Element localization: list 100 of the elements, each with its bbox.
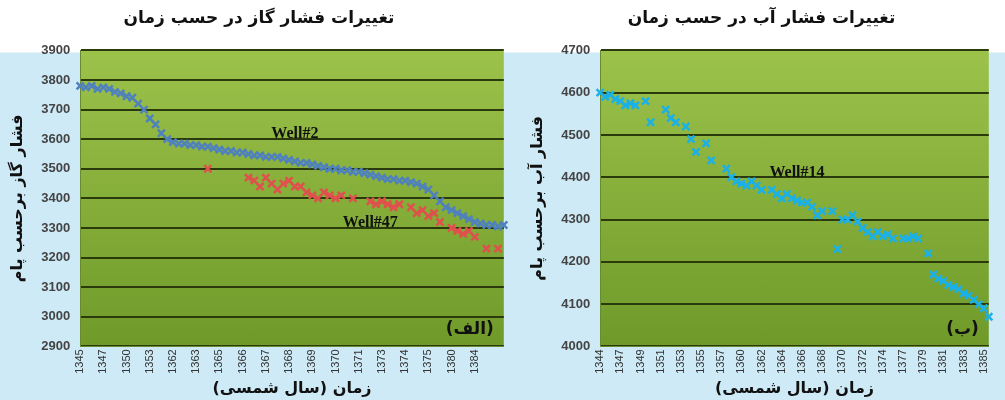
point xyxy=(261,172,271,183)
point xyxy=(481,243,492,254)
point xyxy=(493,243,503,254)
point xyxy=(435,217,445,227)
point xyxy=(382,199,393,210)
point xyxy=(278,178,289,189)
x-tick-label: 1375 xyxy=(421,349,434,374)
x-tick-label: 1367 xyxy=(258,349,271,374)
x-tick-label: 1372 xyxy=(855,349,868,374)
y-tick-label: 3900 xyxy=(41,41,71,57)
y-tick-label: 3100 xyxy=(41,278,71,294)
point xyxy=(446,223,457,233)
x-tick-label: 1371 xyxy=(351,349,364,374)
point xyxy=(249,175,260,186)
y-tick-label: 3200 xyxy=(41,249,71,265)
point xyxy=(336,190,347,201)
x-tick-label: 1381 xyxy=(936,349,949,374)
x-tick-label: 1353 xyxy=(142,349,155,374)
x-tick-label: 1374 xyxy=(398,349,411,374)
x-tick-label: 1373 xyxy=(374,349,387,374)
x-tick-label: 1370 xyxy=(328,349,341,374)
point xyxy=(365,196,376,207)
x-tick-label: 1368 xyxy=(282,349,295,374)
point xyxy=(388,202,399,213)
point xyxy=(243,172,254,183)
y-tick-label: 3300 xyxy=(41,219,71,235)
x-tick-label: 1362 xyxy=(166,349,179,374)
x-axis-title: زمان (سال شمسی) xyxy=(212,377,372,397)
point xyxy=(377,196,387,207)
point xyxy=(313,193,323,204)
y-tick-label: 3400 xyxy=(41,189,71,205)
x-tick-label: 1347 xyxy=(96,349,109,374)
y-tick-label: 3800 xyxy=(41,71,71,87)
y-axis-title: فشار گاز برحسب پام xyxy=(6,114,27,283)
point xyxy=(406,202,416,213)
chart-title: تغییرات فشار آب در حسب زمان xyxy=(627,5,896,28)
x-tick-label: 1368 xyxy=(815,349,828,374)
x-tick-label: 1363 xyxy=(189,349,202,374)
point xyxy=(470,232,480,242)
series-label: Well#2 xyxy=(271,123,319,141)
y-tick-label: 3600 xyxy=(41,130,71,146)
y-tick-label: 4600 xyxy=(561,84,591,100)
x-tick-label: 1366 xyxy=(235,349,248,374)
x-tick-label: 1357 xyxy=(714,349,727,374)
x-tick-label: 1345 xyxy=(73,349,86,374)
point xyxy=(348,193,358,204)
x-tick-label: 1377 xyxy=(896,349,909,374)
y-tick-label: 4300 xyxy=(561,211,591,227)
y-tick-label: 3700 xyxy=(41,101,71,117)
point xyxy=(266,178,277,189)
annotation: (الف) xyxy=(445,318,494,339)
point xyxy=(324,190,335,201)
x-tick-label: 1365 xyxy=(212,349,225,374)
x-tick-label: 1351 xyxy=(653,349,666,374)
y-tick-label: 4000 xyxy=(561,337,591,353)
x-tick-label: 1355 xyxy=(694,349,707,374)
y-axis-title: فشار آب برحسب پام xyxy=(525,116,547,281)
point xyxy=(464,226,474,236)
x-tick-label: 1383 xyxy=(956,349,969,374)
x-tick-label: 1379 xyxy=(916,349,929,374)
x-tick-label: 1364 xyxy=(774,349,787,374)
point xyxy=(429,208,439,218)
x-tick-label: 1362 xyxy=(754,349,767,374)
point xyxy=(417,205,428,215)
point xyxy=(301,187,312,198)
series-label: Well#14 xyxy=(769,162,825,180)
x-tick-label: 1384 xyxy=(467,349,480,374)
x-tick-label: 1360 xyxy=(734,349,747,374)
x-tick-label: 1353 xyxy=(673,349,686,374)
x-tick-label: 1366 xyxy=(795,349,808,374)
y-tick-label: 4700 xyxy=(561,41,591,57)
point xyxy=(307,190,318,201)
point xyxy=(319,187,329,198)
point xyxy=(203,163,213,174)
y-tick-label: 4500 xyxy=(561,126,591,142)
x-tick-label: 1380 xyxy=(444,349,457,374)
point xyxy=(452,226,463,236)
point xyxy=(458,229,468,239)
x-axis-title: زمان (سال شمسی) xyxy=(714,377,875,397)
series-label: Well#47 xyxy=(342,213,398,231)
annotation: (ب) xyxy=(946,318,979,339)
x-tick-label: 1350 xyxy=(119,349,132,374)
y-tick-label: 4100 xyxy=(561,295,591,311)
point xyxy=(371,199,381,210)
point xyxy=(272,184,283,195)
x-tick-label: 1349 xyxy=(633,349,646,374)
x-tick-label: 1385 xyxy=(976,349,989,374)
x-tick-label: 1370 xyxy=(835,349,848,374)
chart-title: تغییرات فشار گاز در حسب زمان xyxy=(123,6,395,28)
point xyxy=(284,175,294,186)
point xyxy=(423,211,434,221)
point xyxy=(394,199,405,210)
y-tick-label: 3500 xyxy=(41,160,71,176)
point xyxy=(290,181,300,192)
x-tick-label: 1369 xyxy=(305,349,318,374)
point xyxy=(330,193,341,204)
point xyxy=(255,181,265,192)
y-tick-label: 3000 xyxy=(41,308,71,324)
y-tick-label: 4200 xyxy=(561,253,591,269)
y-tick-label: 2900 xyxy=(41,337,71,353)
